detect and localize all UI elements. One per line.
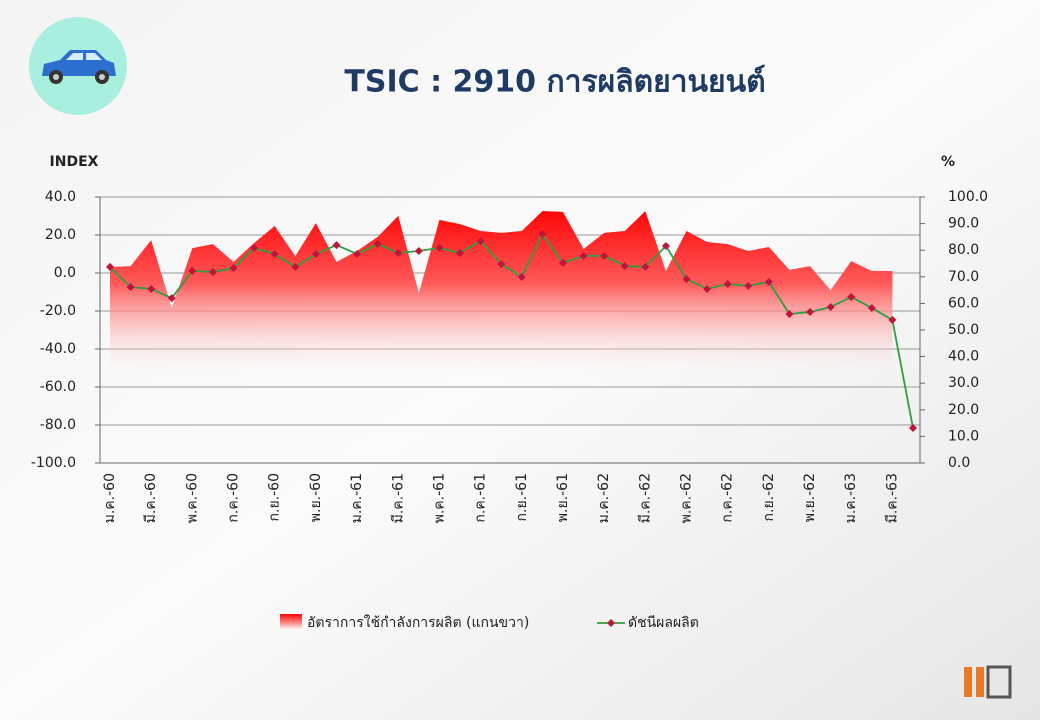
marker [394,249,403,258]
x-tick-label: ม.ค.-63 [843,473,859,523]
marker [538,230,547,239]
marker [847,292,856,301]
legend-marker [607,619,615,627]
marker [332,241,341,250]
x-tick-label: มี.ค.-60 [143,473,159,523]
y2-tick-label: 70.0 [948,269,979,285]
marker [600,251,609,260]
marker [579,251,588,260]
marker [147,284,156,293]
y-tick-label: -100.0 [31,455,76,471]
y2-tick-label: 60.0 [948,295,979,311]
marker [641,262,650,271]
marker [435,243,444,252]
x-tick-label: มี.ค.-61 [390,473,406,523]
x-tick-label: ก.ย.-61 [514,473,530,521]
marker [291,262,300,271]
chart-title: TSIC : 2910 การผลิตยานยนต์ [344,65,765,100]
y2-tick-label: 0.0 [948,455,970,471]
x-tick-label: ก.ย.-62 [761,473,777,521]
x-tick-label: พ.ย.-62 [802,473,818,522]
x-tick-label: ม.ค.-60 [102,473,118,523]
y2-tick-label: 20.0 [948,402,979,418]
marker [682,275,691,284]
y-axis-title: INDEX [50,154,99,170]
x-tick-label: พ.ค.-61 [431,473,447,523]
x-tick-label: มี.ค.-63 [884,473,900,523]
marker [806,307,815,316]
marker [558,258,567,267]
marker [250,243,259,252]
x-tick-label: ก.ค.-61 [473,473,489,523]
y2-tick-label: 50.0 [948,322,979,338]
x-tick-label: พ.ค.-60 [184,473,200,523]
marker [703,284,712,293]
marker [517,272,526,281]
y-tick-label: 40.0 [45,189,76,205]
marker [661,242,670,251]
x-tick-label: ก.ค.-62 [720,473,736,523]
marker [744,281,753,290]
y-tick-label: -80.0 [40,417,76,433]
marker [373,239,382,248]
y2-tick-label: 30.0 [948,375,979,391]
marker [620,261,629,270]
x-tick-label: ม.ค.-62 [596,473,612,523]
car-icon [29,17,127,115]
marker [867,303,876,312]
marker [476,237,485,246]
x-tick-label: พ.ย.-61 [555,473,571,522]
marker [126,283,135,292]
y-tick-label: 20.0 [45,227,76,243]
x-tick-label: ก.ย.-60 [267,473,283,521]
marker [909,424,917,433]
y2-axis-title: % [941,154,955,170]
y2-tick-label: 100.0 [948,189,988,205]
area-series [110,211,893,463]
marker [188,266,197,275]
marker [723,280,732,289]
y-tick-label: 0.0 [54,265,76,281]
legend-swatch [280,614,302,630]
legend-label: อัตราการใช้กำลังการผลิต (แกนขวา) [307,614,529,631]
marker [167,294,176,303]
marker [888,315,897,324]
x-tick-label: พ.ย.-60 [308,473,324,522]
area [110,211,893,463]
y2-tick-label: 80.0 [948,242,979,258]
marker [311,250,320,258]
marker [497,260,506,269]
marker [208,268,217,277]
y2-tick-label: 40.0 [948,349,979,365]
marker [826,303,835,312]
marker [414,246,423,255]
marker [353,250,362,258]
legend-label: ดัชนีผลผลิต [628,615,699,631]
marker [270,250,279,258]
x-tick-label: มี.ค.-62 [637,473,653,523]
x-tick-label: ก.ค.-60 [226,473,242,523]
y-tick-label: -60.0 [40,379,76,395]
line [109,232,914,429]
y-tick-label: -20.0 [40,303,76,319]
marker [785,310,794,319]
marker [456,249,465,258]
marker [229,264,238,273]
y2-tick-label: 90.0 [948,216,979,232]
y-tick-label: -40.0 [40,341,76,357]
marker [764,277,773,286]
x-tick-label: ม.ค.-61 [349,473,365,523]
y2-tick-label: 10.0 [948,428,979,444]
marker [106,262,114,271]
line-series [106,230,917,433]
x-tick-label: พ.ค.-62 [679,473,695,523]
logo [964,665,1012,699]
